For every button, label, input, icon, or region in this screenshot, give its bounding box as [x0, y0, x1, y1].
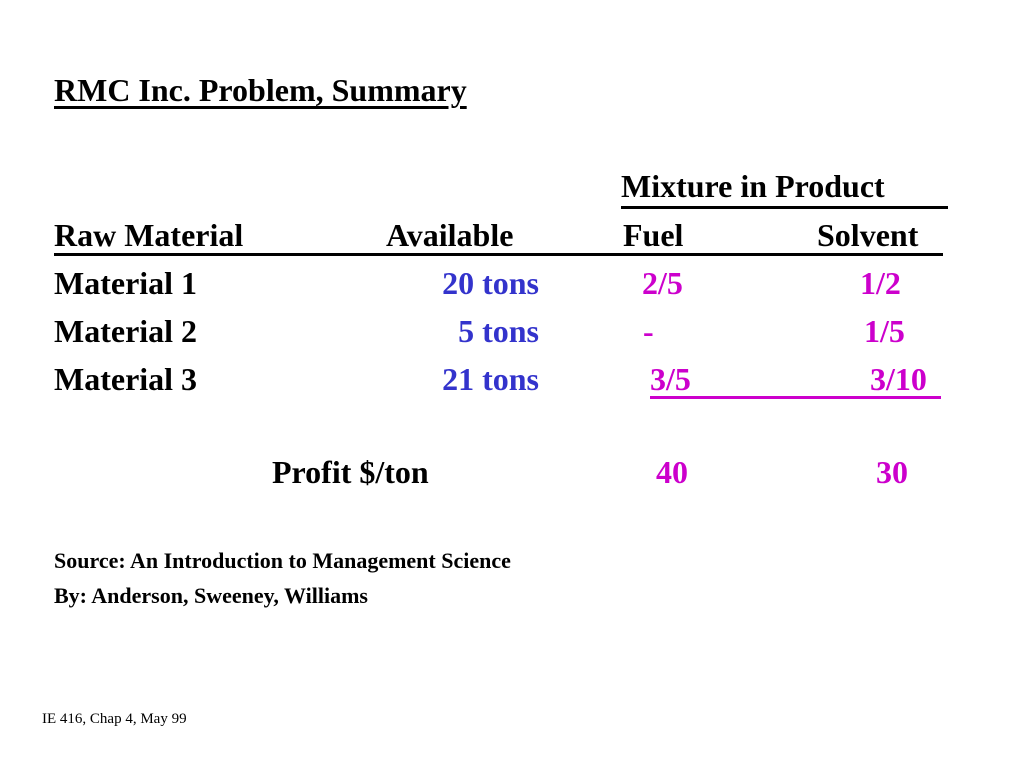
group-header-rule	[621, 206, 948, 209]
row-material-3-name: Material 3	[54, 361, 198, 397]
header-rule	[54, 253, 943, 256]
row-material-3-solvent: 3/10	[870, 361, 927, 397]
row-material-1-available: 20 tons	[442, 265, 539, 301]
profit-label: Profit $/ton	[272, 454, 429, 490]
source-line-2: By: Anderson, Sweeney, Williams	[54, 583, 368, 608]
row-material-2-solvent: 1/5	[864, 313, 905, 349]
source-line-1: Source: An Introduction to Management Sc…	[54, 548, 511, 573]
row-material-3-available: 21 tons	[442, 361, 539, 397]
row-material-2-name: Material 2	[54, 313, 198, 349]
header-available: Available	[386, 217, 514, 253]
mixture-total-rule	[650, 396, 941, 399]
row-material-2-available: 5 tons	[458, 313, 539, 349]
row-material-1-solvent: 1/2	[860, 265, 901, 301]
row-material-1-name: Material 1	[54, 265, 198, 301]
header-fuel: Fuel	[623, 217, 684, 253]
row-material-2-fuel: -	[643, 313, 654, 349]
profit-fuel: 40	[656, 454, 688, 490]
slide-title: RMC Inc. Problem, Summary	[54, 72, 467, 108]
row-material-3-fuel: 3/5	[650, 361, 691, 397]
mixture-group-header: Mixture in Product	[621, 168, 885, 204]
row-material-1-fuel: 2/5	[642, 265, 683, 301]
header-solvent: Solvent	[817, 217, 919, 253]
header-raw-material: Raw Material	[54, 217, 244, 253]
slide-footer: IE 416, Chap 4, May 99	[42, 711, 187, 727]
profit-solvent: 30	[876, 454, 908, 490]
